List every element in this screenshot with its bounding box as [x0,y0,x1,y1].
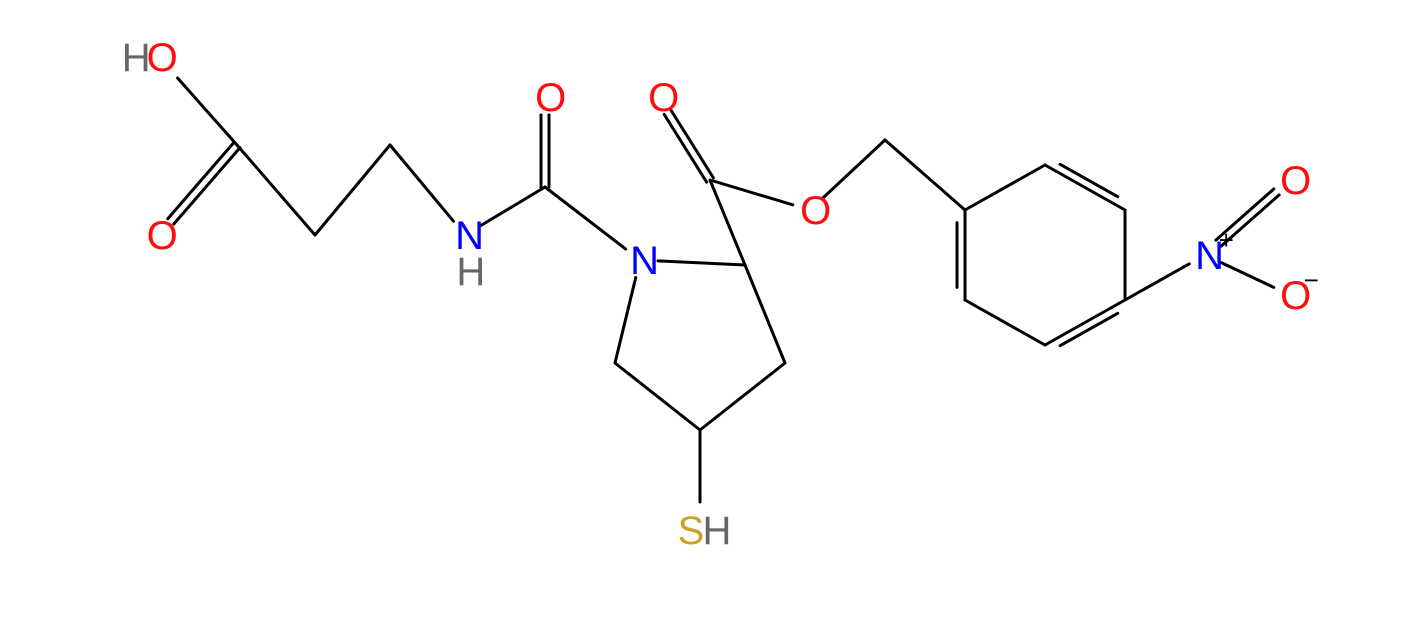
atom-label-oneg: O− [1280,265,1319,318]
svg-text:O: O [800,189,831,233]
svg-text:+: + [1219,225,1234,255]
svg-text:−: − [1304,265,1319,295]
atom-label-o4: O [800,189,831,233]
atom-label-o3: O [648,76,679,120]
svg-text:H: H [456,250,485,294]
atom-label-o6: O [1280,159,1311,203]
svg-text:O: O [147,214,178,258]
atom-label-o2: O [535,76,566,120]
svg-text:S: S [678,509,705,553]
svg-text:O: O [535,76,566,120]
molecule-diagram: OHONHONSHOON+O−O [0,0,1410,638]
svg-text:H: H [702,509,731,553]
atom-label-n2: N [630,239,659,283]
svg-text:O: O [648,76,679,120]
atom-label-oh: HO [122,36,178,80]
atom-label-n1: NH [455,214,485,294]
atom-label-npos: N+ [1195,225,1234,278]
svg-text:O: O [1280,159,1311,203]
atom-label-sh: SH [678,509,732,553]
svg-text:N: N [630,239,659,283]
svg-text:O: O [147,36,178,80]
atom-label-o1: O [147,214,178,258]
